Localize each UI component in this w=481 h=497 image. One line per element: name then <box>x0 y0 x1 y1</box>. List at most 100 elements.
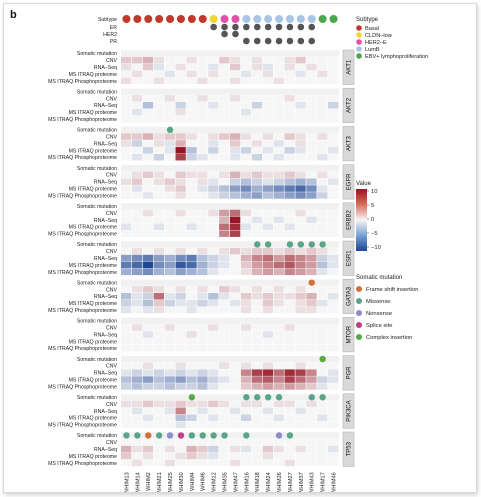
mutation-dot <box>275 394 283 401</box>
heatmap-cell <box>142 115 154 123</box>
heatmap-cell <box>121 421 132 428</box>
heatmap-cell <box>197 247 208 255</box>
her2-dot <box>221 30 228 38</box>
heatmap-cell <box>240 247 252 255</box>
heatmap-cell <box>175 407 186 415</box>
heatmap-cell <box>295 185 306 192</box>
er-dot <box>232 23 239 31</box>
heatmap-cell <box>131 268 143 276</box>
heatmap-cell <box>186 56 197 64</box>
heatmap-cell <box>121 230 132 237</box>
heatmap-cell <box>295 192 306 199</box>
heatmap-cell <box>273 140 284 147</box>
heatmap-cell <box>273 185 284 192</box>
heatmap-cell <box>230 407 241 415</box>
heatmap-cell <box>306 414 317 421</box>
heatmap-cell <box>219 192 230 199</box>
heatmap-cell <box>317 102 328 109</box>
heatmap-cell <box>273 261 284 269</box>
heatmap-cell <box>142 147 154 154</box>
heatmap-cell <box>208 247 219 255</box>
heatmap-cell <box>317 400 328 408</box>
heatmap-cell <box>164 108 175 116</box>
sample-label: WHIM30 <box>179 472 185 492</box>
heatmap-cell <box>284 338 295 345</box>
heatmap-cell <box>131 338 143 345</box>
heatmap-cell <box>131 108 143 116</box>
heatmap-cell <box>262 438 273 446</box>
heatmap-cell <box>121 338 132 345</box>
heatmap-cell <box>295 171 306 178</box>
heatmap-cell <box>164 77 175 85</box>
heatmap-cell <box>284 185 295 192</box>
heatmap-cell <box>142 345 154 352</box>
heatmap-cell <box>284 268 295 276</box>
heatmap-cell <box>328 383 339 390</box>
heatmap-cell <box>164 70 175 78</box>
mutation-dot <box>188 394 196 401</box>
heatmap-cell <box>251 223 263 230</box>
heatmap-cell <box>328 154 339 161</box>
heatmap-cell <box>164 306 175 314</box>
heatmap-cell <box>186 369 197 376</box>
row-label: MS ITRAQ proteome <box>69 72 118 78</box>
heatmap-cell <box>328 452 339 460</box>
heatmap-cell <box>208 102 219 109</box>
heatmap-cell <box>219 268 230 276</box>
heatmap-cell <box>175 178 186 185</box>
heatmap-cell <box>251 268 263 276</box>
heatmap-cell <box>142 414 154 421</box>
heatmap-cell <box>164 376 175 383</box>
heatmap-cell <box>197 369 208 376</box>
heatmap-cell <box>240 414 252 421</box>
heatmap-cell <box>219 230 230 237</box>
heatmap-cell <box>262 56 273 64</box>
heatmap-cell <box>175 254 186 262</box>
heatmap-cell <box>240 216 252 224</box>
heatmap-cell <box>251 108 263 116</box>
heatmap-cell <box>219 459 230 467</box>
heatmap-cell <box>251 362 263 369</box>
heatmap-cell <box>175 445 186 453</box>
heatmap-cell <box>230 56 241 64</box>
heatmap-cell <box>230 369 241 376</box>
heatmap-cell <box>230 133 241 140</box>
subtype-dot <box>187 15 196 23</box>
heatmap-cell <box>284 216 295 224</box>
heatmap-cell <box>121 261 132 269</box>
mutation-dot <box>145 432 152 439</box>
heatmap-cell <box>219 178 230 185</box>
heatmap-cell <box>197 185 208 192</box>
heatmap-cell <box>328 77 339 85</box>
heatmap-cell <box>219 445 230 453</box>
colorbar-tick-label: −5 <box>371 231 378 237</box>
heatmap-cell <box>284 95 295 102</box>
heatmap-cell <box>284 452 295 460</box>
heatmap-cell <box>273 293 284 300</box>
heatmap-cell <box>208 331 219 338</box>
heatmap-cell <box>317 293 328 300</box>
heatmap-cell <box>197 459 208 467</box>
mutation-row-bg <box>121 432 339 439</box>
heatmap-cell <box>262 459 273 467</box>
heatmap-cell <box>251 286 263 293</box>
heatmap-cell <box>317 261 328 269</box>
heatmap-cell <box>317 185 328 192</box>
heatmap-cell <box>153 223 164 230</box>
heatmap-cell <box>208 268 219 276</box>
er-dot <box>221 23 228 31</box>
subtype-dot <box>176 15 185 23</box>
heatmap-cell <box>175 421 186 428</box>
legend-mutation-swatch <box>356 334 362 340</box>
heatmap-cell <box>208 108 219 116</box>
heatmap-cell <box>240 286 252 293</box>
heatmap-cell <box>186 102 197 109</box>
heatmap-cell <box>306 147 317 154</box>
heatmap-cell <box>142 438 154 446</box>
heatmap-cell <box>240 108 252 116</box>
row-label: Somatic mutation <box>77 51 117 57</box>
heatmap-cell <box>284 414 295 421</box>
heatmap-cell <box>164 185 175 192</box>
er-dot <box>308 23 316 31</box>
legend-mutation-label: Frame shift insertion <box>366 287 419 293</box>
